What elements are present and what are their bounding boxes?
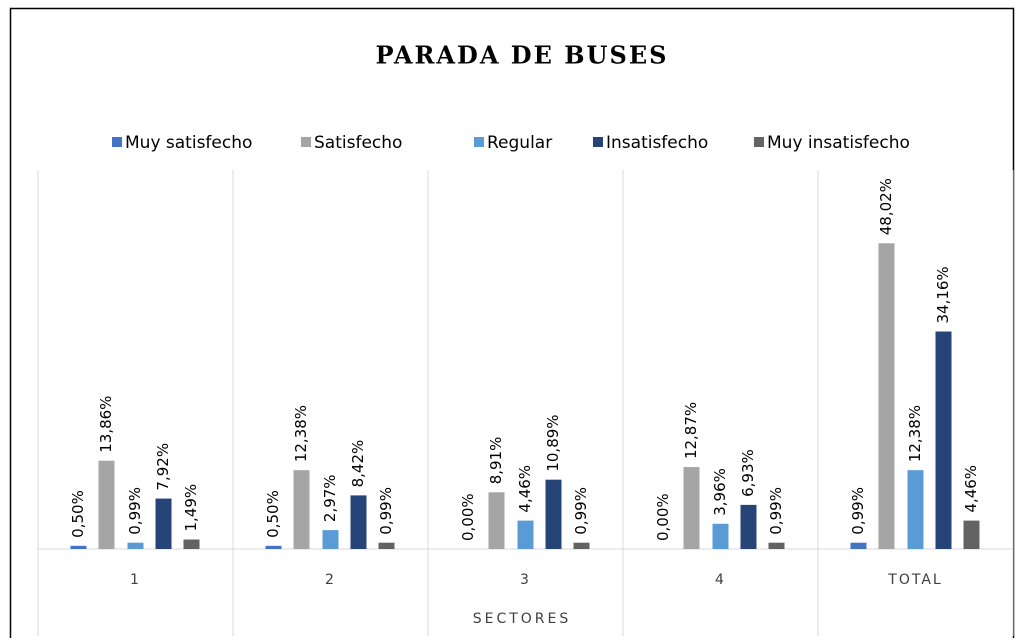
bar bbox=[907, 470, 924, 549]
data-label: 4,46% bbox=[962, 465, 980, 513]
data-label: 0,99% bbox=[377, 487, 395, 535]
bar bbox=[935, 331, 952, 549]
data-label: 4,46% bbox=[516, 465, 534, 513]
bar bbox=[98, 460, 115, 549]
legend-swatch bbox=[112, 137, 122, 147]
legend-swatch bbox=[593, 137, 603, 147]
bar bbox=[850, 542, 867, 549]
data-label: 0,50% bbox=[69, 490, 87, 538]
data-label: 10,89% bbox=[544, 414, 562, 471]
data-label: 34,16% bbox=[934, 266, 952, 323]
legend-swatch bbox=[754, 137, 764, 147]
data-label: 12,87% bbox=[682, 402, 700, 459]
bar bbox=[517, 520, 534, 549]
legend-label: Regular bbox=[487, 133, 552, 153]
data-label: 12,38% bbox=[906, 405, 924, 462]
data-label: 48,02% bbox=[877, 178, 895, 235]
bar bbox=[878, 243, 895, 550]
bar bbox=[378, 542, 395, 549]
data-label: 13,86% bbox=[97, 396, 115, 453]
data-label: 0,99% bbox=[126, 487, 144, 535]
legend-swatch bbox=[301, 137, 311, 147]
data-label: 0,99% bbox=[767, 487, 785, 535]
data-label: 1,49% bbox=[182, 484, 200, 532]
legend-label: Muy insatisfecho bbox=[767, 133, 910, 153]
x-tick-label: TOTAL bbox=[887, 572, 942, 588]
data-label: 0,99% bbox=[572, 487, 590, 535]
bar bbox=[712, 523, 729, 549]
legend-swatch bbox=[474, 137, 484, 147]
bar bbox=[265, 545, 282, 549]
legend-label: Insatisfecho bbox=[606, 133, 708, 153]
bar bbox=[70, 545, 87, 549]
x-tick-label: 1 bbox=[130, 572, 141, 588]
bar bbox=[322, 530, 339, 549]
data-label: 2,97% bbox=[321, 474, 339, 522]
data-label: 0,99% bbox=[849, 487, 867, 535]
x-tick-label: 4 bbox=[715, 572, 726, 588]
data-label: 3,96% bbox=[711, 468, 729, 516]
bar bbox=[127, 542, 144, 549]
legend-label: Muy satisfecho bbox=[125, 133, 252, 153]
chart-border bbox=[9, 7, 1015, 642]
data-label: 0,00% bbox=[654, 493, 672, 541]
data-label: 0,00% bbox=[459, 493, 477, 541]
bar bbox=[768, 542, 785, 549]
data-label: 12,38% bbox=[292, 405, 310, 462]
bar bbox=[683, 467, 700, 549]
chart-title: PARADA DE BUSES bbox=[376, 41, 669, 70]
x-axis-title: SECTORES bbox=[473, 611, 572, 627]
data-label: 8,91% bbox=[487, 437, 505, 485]
bar bbox=[963, 520, 980, 549]
data-label: 7,92% bbox=[154, 443, 172, 491]
data-label: 6,93% bbox=[739, 449, 757, 497]
bar bbox=[350, 495, 367, 549]
legend-label: Satisfecho bbox=[314, 133, 402, 153]
x-tick-label: 2 bbox=[325, 572, 336, 588]
bar bbox=[155, 498, 172, 549]
data-label: 8,42% bbox=[349, 440, 367, 488]
x-tick-label: 3 bbox=[520, 572, 531, 588]
bar bbox=[293, 470, 310, 549]
bar bbox=[573, 542, 590, 549]
bar bbox=[183, 539, 200, 549]
bar bbox=[740, 504, 757, 549]
bar bbox=[488, 492, 505, 549]
bar bbox=[545, 479, 562, 549]
data-label: 0,50% bbox=[264, 490, 282, 538]
